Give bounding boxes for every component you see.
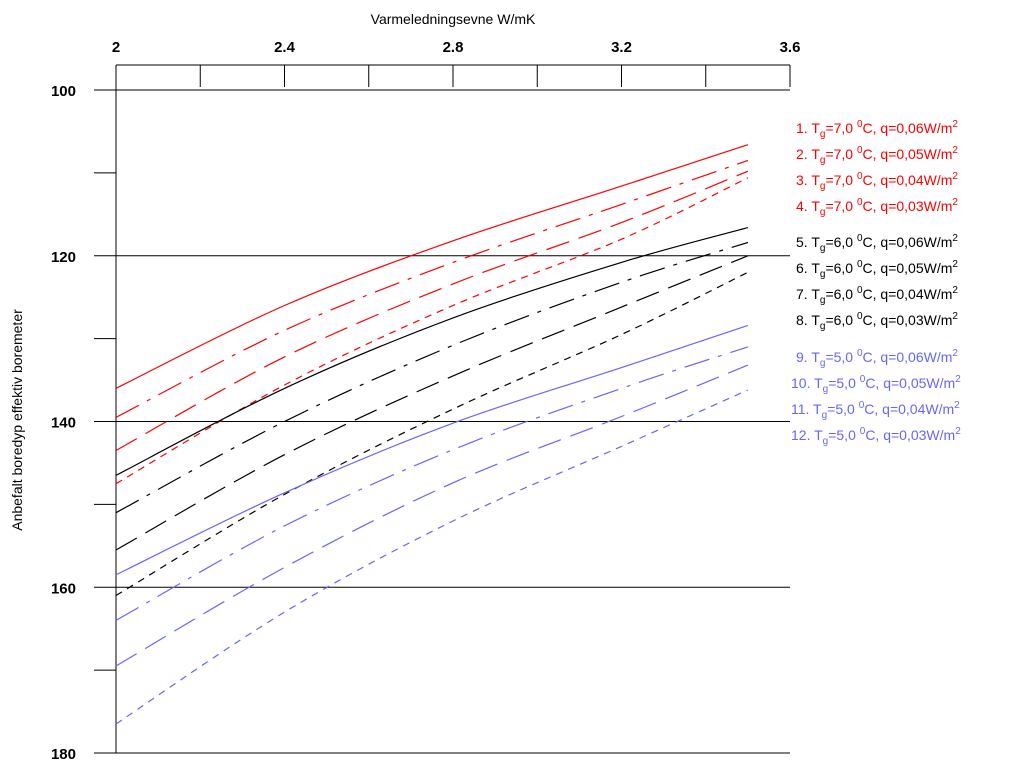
series-lines [115,144,749,725]
series-line-1 [115,144,749,389]
series-line-6 [115,241,749,514]
y-tick-label: 100 [51,83,76,100]
y-tick-label: 120 [51,249,76,266]
series-line-3 [115,170,749,452]
x-tick-label: 2 [112,39,120,56]
x-tick-label: 3.6 [780,39,801,56]
series-line-4 [115,177,749,485]
series-line-7 [115,255,749,551]
series-line-8 [115,271,749,597]
y-tick-label: 140 [51,415,76,432]
x-axis-ticks: 2 2.4 2.8 3.2 3.6 [112,39,801,87]
legend-entry-3: 3. Tg=7,0 0C, q=0,04W/m2 [796,171,958,192]
y-axis-ticks: 100 120 140 160 180 [51,83,116,763]
legend-entry-7: 7. Tg=6,0 0C, q=0,04W/m2 [796,285,958,306]
legend-entry-4: 4. Tg=7,0 0C, q=0,03W/m2 [796,197,958,218]
legend-entry-10: 10. Tg=5,0 0C, q=0,05W/m2 [791,374,961,395]
y-axis-title: Anbefalt boredyp effektiv boremeter [9,309,25,531]
legend-entry-1: 1. Tg=7,0 0C, q=0,06W/m2 [796,119,958,140]
series-line-12 [115,389,749,725]
series-line-9 [115,324,749,576]
legend-entry-9: 9. Tg=5,0 0C, q=0,06W/m2 [796,348,958,369]
y-tick-label: 180 [51,746,76,763]
x-axis-title: Varmeledningsevne W/mK [371,11,536,27]
legend-entry-12: 12. Tg=5,0 0C, q=0,03W/m2 [791,426,961,447]
series-line-5 [115,227,749,476]
series-line-10 [115,346,749,621]
legend-entry-8: 8. Tg=6,0 0C, q=0,03W/m2 [796,311,958,332]
x-tick-label: 2.4 [274,39,296,56]
series-line-11 [115,364,749,667]
legend-entry-5: 5. Tg=6,0 0C, q=0,06W/m2 [796,233,958,254]
y-tick-label: 160 [51,580,76,597]
legend: 1. Tg=7,0 0C, q=0,06W/m2 2. Tg=7,0 0C, q=… [791,119,961,447]
axes [115,64,790,753]
legend-entry-2: 2. Tg=7,0 0C, q=0,05W/m2 [796,145,958,166]
x-tick-label: 2.8 [443,39,464,56]
legend-entry-6: 6. Tg=6,0 0C, q=0,05W/m2 [796,259,958,280]
legend-entry-11: 11. Tg=5,0 0C, q=0,04W/m2 [791,400,960,421]
x-tick-label: 3.2 [611,39,632,56]
gridlines [116,89,790,754]
series-line-2 [115,159,749,418]
